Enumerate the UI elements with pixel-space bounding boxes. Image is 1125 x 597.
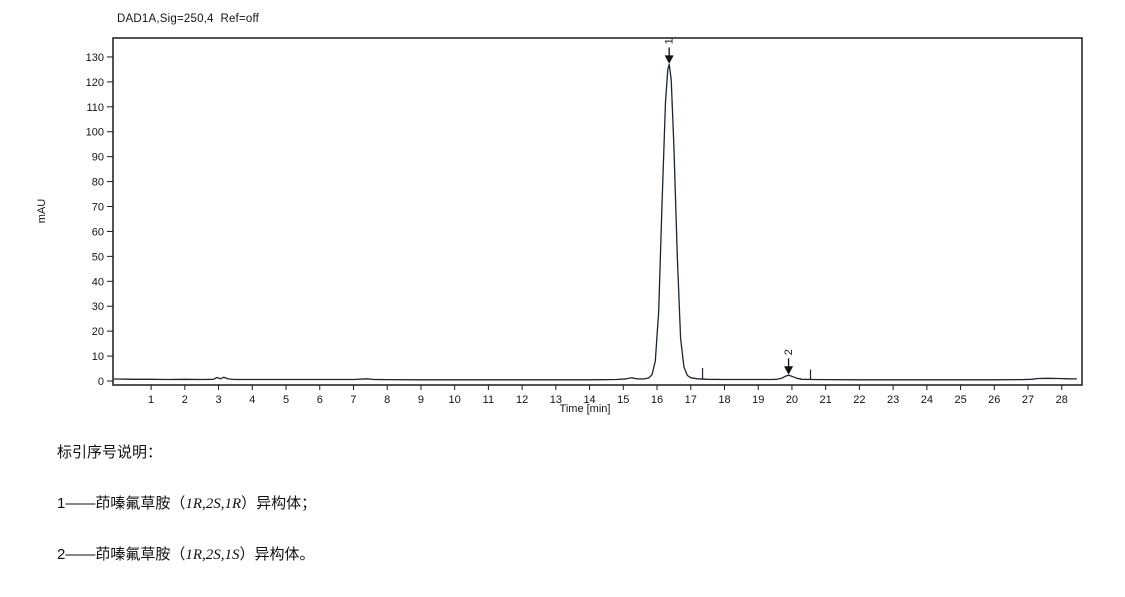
x-tick-label: 3: [216, 394, 222, 406]
note-1-stereo: 1R,2S,1R: [185, 496, 242, 512]
peak-index-notes: 标引序号说明： 1——茚嗪氟草胺（1R,2S,1R）异构体； 2——茚嗪氟草胺（…: [57, 441, 316, 594]
x-tick-label: 25: [954, 394, 966, 406]
y-tick-label: 130: [86, 52, 104, 64]
integration-marks: [701, 368, 812, 380]
x-tick-label: 28: [1056, 394, 1068, 406]
y-tick-label: 90: [92, 152, 104, 164]
x-tick-label: 16: [651, 394, 663, 406]
notes-heading: 标引序号说明：: [57, 444, 163, 461]
x-tick-label: 1: [148, 394, 154, 406]
x-axis-label: Time [min]: [560, 403, 611, 415]
y-tick-label: 20: [92, 326, 104, 338]
note-1-post: ）异构体；: [241, 495, 317, 512]
x-tick-label: 10: [449, 394, 461, 406]
chromatogram-plot: DAD1A,Sig=250,4 Ref=off 0 10 20 30 40 50 60 70 8…: [36, 13, 1083, 415]
note-2-post: ）异构体。: [239, 546, 315, 563]
y-axis-label: mAU: [36, 199, 48, 224]
x-tick-label: 23: [887, 394, 899, 406]
x-tick-label: 12: [516, 394, 528, 406]
note-2-pre: 2——茚嗪氟草胺（: [57, 546, 186, 563]
x-tick-label: 6: [317, 394, 323, 406]
x-tick-label: 11: [483, 394, 494, 406]
y-tick-label: 120: [86, 77, 104, 89]
signal-trace: [113, 63, 1077, 381]
x-tick-label: 19: [752, 394, 764, 406]
x-tick-label: 27: [1022, 394, 1034, 406]
x-tick-label: 18: [718, 394, 730, 406]
x-tick-label: 9: [418, 394, 424, 406]
x-tick-label: 24: [921, 394, 933, 406]
peak-arrow-head: [664, 55, 674, 64]
note-2-stereo: 1R,2S,1S: [185, 547, 240, 563]
x-tick-label: 21: [820, 394, 832, 406]
x-tick-label: 15: [617, 394, 629, 406]
x-tick-label: 13: [550, 394, 562, 406]
y-tick-label: 100: [86, 127, 104, 139]
peak-number-label: 2: [783, 349, 795, 355]
note-line-2: 2——茚嗪氟草胺（1R,2S,1S）异构体。: [57, 543, 316, 564]
chart-title: DAD1A,Sig=250,4 Ref=off: [117, 13, 260, 25]
y-tick-label: 60: [92, 226, 104, 238]
y-tick-label: 10: [92, 351, 104, 363]
x-tick-label: 22: [853, 394, 865, 406]
chromatogram-panel: DAD1A,Sig=250,4 Ref=off 0 10 20 30 40 50 60 70 8…: [36, 13, 1083, 415]
x-tick-label: 26: [988, 394, 1000, 406]
note-line-1: 1——茚嗪氟草胺（1R,2S,1R）异构体；: [57, 492, 316, 513]
x-tick-label: 8: [384, 394, 390, 406]
x-tick-label: 17: [685, 394, 697, 406]
x-tick-label: 7: [350, 394, 356, 406]
x-tick-label: 20: [786, 394, 798, 406]
y-tick-label: 80: [92, 177, 104, 189]
x-axis-ticks: 1 2 3 4 5 6 7 8 9 10 11 12 13 14 15 16 17 18 19 20 21 22 23 24 2…: [148, 385, 1068, 406]
y-tick-label: 70: [92, 202, 104, 214]
x-tick-label: 4: [249, 394, 255, 406]
x-tick-label: 2: [182, 394, 188, 406]
peak-number-label: 1: [664, 38, 676, 44]
note-1-pre: 1——茚嗪氟草胺（: [57, 495, 186, 512]
y-tick-label: 40: [92, 276, 104, 288]
y-tick-label: 50: [92, 251, 104, 263]
x-tick-label: 5: [283, 394, 289, 406]
x-tick-label: 14: [583, 394, 595, 406]
y-tick-label: 30: [92, 301, 104, 313]
y-axis-ticks: 0 10 20 30 40 50 60 70 80 90 100 110 120 130: [86, 52, 113, 388]
peak-markers: 12: [664, 38, 795, 375]
plot-frame: [112, 37, 1083, 386]
peak-arrow-head: [784, 366, 794, 375]
y-tick-label: 0: [98, 376, 104, 388]
y-tick-label: 110: [86, 102, 104, 114]
